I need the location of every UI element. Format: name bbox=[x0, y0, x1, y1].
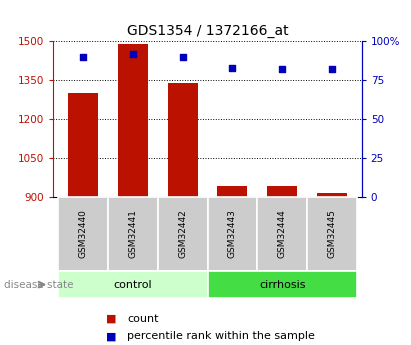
Text: ■: ■ bbox=[106, 314, 116, 324]
Text: GSM32445: GSM32445 bbox=[327, 209, 336, 258]
Text: control: control bbox=[114, 280, 152, 289]
Bar bbox=[208, 271, 357, 298]
Text: ■: ■ bbox=[106, 332, 116, 341]
Bar bbox=[58, 197, 108, 271]
Text: GSM32441: GSM32441 bbox=[129, 209, 137, 258]
Bar bbox=[68, 93, 98, 197]
Text: GSM32443: GSM32443 bbox=[228, 209, 237, 258]
Bar bbox=[317, 193, 347, 197]
Bar bbox=[267, 186, 297, 197]
Point bbox=[80, 54, 87, 60]
Point bbox=[229, 65, 236, 71]
Point bbox=[279, 67, 285, 72]
Text: percentile rank within the sample: percentile rank within the sample bbox=[127, 332, 315, 341]
Bar bbox=[168, 83, 198, 197]
Bar bbox=[108, 197, 158, 271]
Text: GSM32440: GSM32440 bbox=[79, 209, 88, 258]
Text: count: count bbox=[127, 314, 159, 324]
Title: GDS1354 / 1372166_at: GDS1354 / 1372166_at bbox=[127, 23, 289, 38]
Bar bbox=[58, 271, 208, 298]
Text: cirrhosis: cirrhosis bbox=[259, 280, 305, 289]
Bar bbox=[118, 44, 148, 197]
Point bbox=[130, 51, 136, 57]
Point bbox=[180, 54, 186, 60]
Bar bbox=[307, 197, 357, 271]
Bar bbox=[158, 197, 208, 271]
Bar bbox=[257, 197, 307, 271]
Point bbox=[328, 67, 335, 72]
Bar bbox=[208, 197, 257, 271]
Bar bbox=[217, 186, 247, 197]
Text: disease state: disease state bbox=[4, 280, 74, 289]
Text: GSM32444: GSM32444 bbox=[278, 209, 286, 258]
Text: GSM32442: GSM32442 bbox=[178, 209, 187, 258]
